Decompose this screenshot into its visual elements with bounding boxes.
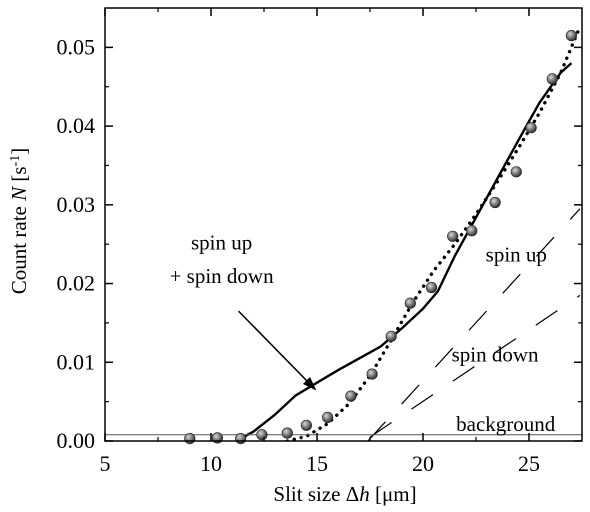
data-point [235, 433, 247, 445]
x-axis-title-prefix: Slit size Δ [273, 482, 359, 506]
data-point [425, 281, 438, 294]
annotations: spin up + spin down spin up spin down backgr… [170, 231, 556, 436]
data-point [184, 433, 196, 445]
annotation-spin-up-label: spin up [486, 243, 547, 267]
annotation-background-label: background [456, 412, 556, 436]
data-point [300, 419, 313, 431]
annotation-sum-label-line1: spin up [191, 231, 252, 255]
data-point [489, 196, 501, 209]
series-line-spin-down [369, 294, 581, 438]
y-tick-label: 0.00 [57, 428, 96, 453]
y-tick-label: 0.02 [57, 271, 96, 296]
annotation-spin-down-label: spin down [452, 343, 539, 367]
plot-area-frame [104, 7, 583, 442]
x-tick-label: 20 [412, 451, 434, 476]
y-axis-title-close: ] [7, 148, 31, 155]
x-axis-title: Slit size Δh [μm] [273, 482, 416, 506]
data-point [466, 225, 478, 237]
x-axis-ticks: 5 10 15 20 25 [100, 8, 540, 476]
data-point [385, 330, 397, 342]
data-point [366, 368, 378, 380]
data-point [281, 427, 293, 439]
annotation-sum-label-line2: + spin down [170, 264, 275, 288]
x-axis-title-variable: h [359, 482, 370, 506]
y-tick-label: 0.04 [57, 113, 96, 138]
y-axis-title-prefix: Count rate [7, 201, 31, 294]
y-tick-label: 0.01 [57, 349, 96, 374]
data-point [256, 429, 268, 441]
data-point [345, 390, 357, 402]
y-tick-label: 0.05 [57, 34, 96, 59]
series-line-sum-dotted [285, 25, 582, 441]
annotation-arrow [238, 310, 317, 391]
y-axis-title: Count rate N [s-1] [7, 148, 31, 294]
data-point [510, 166, 522, 178]
data-point [447, 230, 459, 242]
y-axis-ticks: 0.00 0.01 0.02 0.03 0.04 0.05 [57, 34, 582, 453]
data-points [184, 29, 578, 445]
plot-lines [105, 25, 582, 441]
y-axis-title-exponent: -1 [8, 155, 23, 167]
data-point [546, 73, 558, 85]
x-axis-title-unit: [μm] [370, 482, 417, 506]
series-line-sum-solid [235, 62, 573, 441]
y-axis-title-variable: N [7, 186, 31, 202]
data-point [322, 411, 334, 424]
y-tick-label: 0.03 [57, 192, 96, 217]
data-point [565, 29, 578, 42]
x-tick-label: 15 [306, 451, 328, 476]
x-tick-label: 10 [200, 451, 222, 476]
y-axis-title-unit: [s [7, 166, 31, 186]
data-point [525, 122, 537, 134]
x-tick-label: 5 [100, 451, 111, 476]
x-tick-label: 25 [518, 451, 540, 476]
data-point [404, 297, 416, 309]
series-line-spin-up [367, 208, 581, 441]
